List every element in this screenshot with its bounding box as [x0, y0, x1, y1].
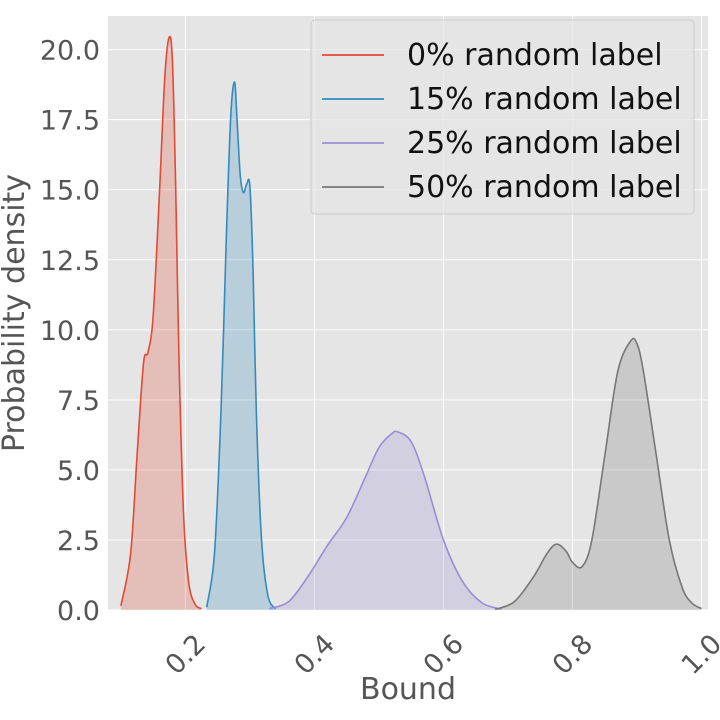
legend: 0% random label 15% random label 25% rando… — [310, 19, 695, 215]
legend-entry: 25% random label — [407, 126, 682, 161]
density-line-series-3 — [494, 337, 702, 611]
y-tick-label: 12.5 — [40, 246, 100, 277]
legend-entry: 0% random label — [407, 38, 663, 73]
density-line-series-1 — [205, 81, 277, 610]
density-lines — [120, 35, 702, 611]
legend-entry: 15% random label — [407, 82, 682, 117]
x-tick-label: 1.0 — [676, 629, 720, 681]
x-tick-label: 0.8 — [547, 629, 599, 681]
y-tick-label: 0.0 — [57, 596, 100, 627]
y-tick-label: 2.5 — [57, 526, 100, 557]
y-axis-label: Probability density — [0, 174, 32, 452]
density-line-series-2 — [269, 430, 502, 610]
y-tick-label: 5.0 — [57, 456, 100, 487]
x-axis-label: Bound — [360, 672, 456, 707]
density-area-series-3 — [495, 338, 702, 610]
y-tick-label: 20.0 — [40, 36, 100, 67]
y-tick-label: 10.0 — [40, 316, 100, 347]
legend-box — [310, 19, 695, 215]
legend-items: 0% random label 15% random label 25% rando… — [322, 38, 682, 205]
x-tick-label: 0.4 — [289, 629, 341, 681]
y-tick-labels: 0.0 2.5 5.0 7.5 10.0 12.5 15.0 17.5 20.0 — [40, 36, 100, 627]
x-tick-label: 0.2 — [160, 629, 212, 681]
legend-entry: 50% random label — [407, 170, 682, 205]
density-line-series-0 — [120, 35, 202, 610]
density-area-series-2 — [269, 431, 502, 610]
y-tick-label: 15.0 — [40, 176, 100, 207]
y-tick-label: 7.5 — [57, 386, 100, 417]
y-tick-label: 17.5 — [40, 106, 100, 137]
